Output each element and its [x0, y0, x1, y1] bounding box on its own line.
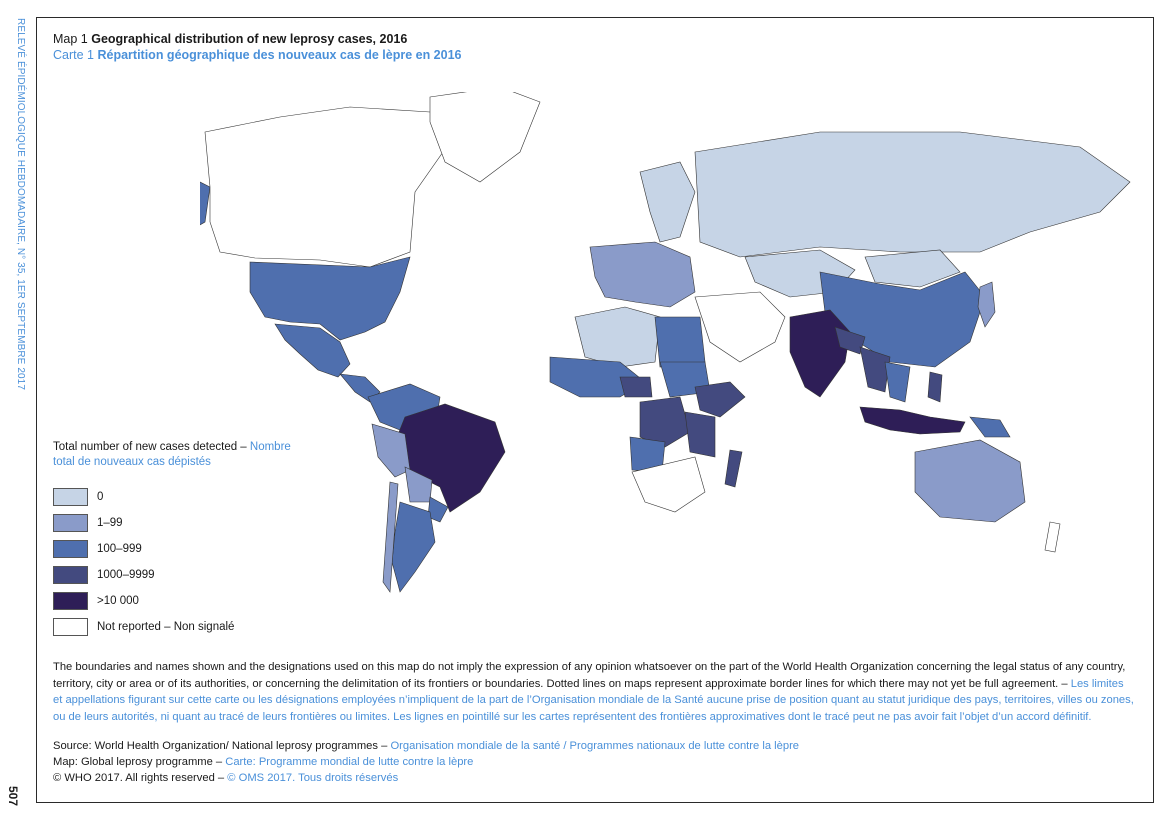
- running-head: RELEVÉ ÉPIDÉMIOLOGIQUE HEBDOMADAIRE, N° …: [15, 18, 26, 390]
- legend-item: 1000–9999: [53, 562, 313, 588]
- page-number: 507: [6, 786, 20, 807]
- legend-item: Not reported – Non signalé: [53, 614, 313, 640]
- legend-label: >10 000: [97, 595, 139, 607]
- map-label-fr: Carte 1: [53, 48, 94, 62]
- region-middle-east: [694, 291, 786, 363]
- region-dr-congo: [639, 396, 691, 448]
- region-madagascar: [724, 449, 743, 488]
- credit-source-fr: Organisation mondiale de la santé / Prog…: [390, 740, 800, 752]
- region-canada: [204, 106, 451, 268]
- credit-map-fr: Carte: Programme mondial de lutte contre…: [225, 756, 474, 768]
- credit-map-en: Map: Global leprosy programme –: [53, 756, 226, 768]
- region-japan: [977, 281, 996, 328]
- region-western-europe: [589, 241, 696, 308]
- legend-swatch: [53, 618, 88, 636]
- legend-item: 0: [53, 484, 313, 510]
- map-title-text-fr: Répartition géographique des nouveaux ca…: [97, 48, 462, 62]
- figure-frame: [36, 17, 1154, 803]
- region-mongolia: [864, 249, 961, 288]
- credit-copyright: © WHO 2017. All rights reserved – © OMS …: [53, 770, 799, 786]
- legend-swatch: [53, 566, 88, 584]
- region-russia: [694, 131, 1131, 258]
- region-algeria-north-africa: [574, 306, 661, 368]
- disclaimer-fr: Les limites et appellations figurant sur…: [53, 677, 1134, 723]
- region-scandinavia: [639, 161, 696, 243]
- map-legend: Total number of new cases detected – Nom…: [53, 440, 313, 640]
- legend-label: 0: [97, 491, 104, 503]
- credit-copyright-en: © WHO 2017. All rights reserved –: [53, 772, 228, 784]
- region-southern-africa: [631, 456, 706, 513]
- legend-label: 1–99: [97, 517, 123, 529]
- region-chile: [382, 481, 399, 593]
- legend-item: >10 000: [53, 588, 313, 614]
- legend-title-fr: Nombre total de nouveaux cas dépistés: [53, 441, 291, 468]
- legend-swatch: [53, 514, 88, 532]
- region-west-africa: [549, 356, 646, 398]
- region-alaska: [200, 181, 211, 226]
- credit-source-en: Source: World Health Organization/ Natio…: [53, 740, 391, 752]
- legend-swatch: [53, 488, 88, 506]
- region-australia: [914, 439, 1026, 523]
- map-title-text-en: Geographical distribution of new leprosy…: [91, 32, 408, 46]
- legend-item: 100–999: [53, 536, 313, 562]
- region-nigeria: [619, 376, 653, 398]
- legend-swatch: [53, 592, 88, 610]
- region-nepal-bangladesh: [834, 326, 866, 355]
- legend-swatch: [53, 540, 88, 558]
- credit-source: Source: World Health Organization/ Natio…: [53, 738, 799, 754]
- region-peru: [371, 423, 411, 478]
- region-greenland: [429, 92, 541, 183]
- region-new-zealand: [1044, 521, 1061, 553]
- credit-copyright-fr: © OMS 2017. Tous droits réservés: [227, 772, 399, 784]
- region-indonesia: [859, 406, 966, 435]
- legend-item: 1–99: [53, 510, 313, 536]
- region-argentina: [391, 501, 436, 593]
- credit-map: Map: Global leprosy programme – Carte: P…: [53, 754, 799, 770]
- region-southeast-asia: [884, 361, 911, 403]
- region-philippines: [927, 371, 943, 403]
- legend-title: Total number of new cases detected – Nom…: [53, 440, 313, 470]
- region-mexico: [274, 323, 351, 378]
- region-india: [789, 309, 851, 398]
- legend-label: 100–999: [97, 543, 142, 555]
- map-title-en: Map 1 Geographical distribution of new l…: [53, 32, 407, 46]
- legend-items: 0 1–99 100–999 1000–9999 >10 000 Not rep…: [53, 484, 313, 640]
- map-disclaimer: The boundaries and names shown and the d…: [53, 659, 1135, 725]
- region-tanzania-east: [684, 411, 716, 458]
- legend-label: 1000–9999: [97, 569, 155, 581]
- world-map: [200, 92, 1131, 593]
- disclaimer-en: The boundaries and names shown and the d…: [53, 661, 1126, 690]
- region-egypt-libya: [654, 316, 706, 368]
- legend-label: Not reported – Non signalé: [97, 621, 235, 633]
- region-papua-new-guinea: [969, 416, 1011, 438]
- region-united-states: [249, 256, 411, 341]
- map-title-fr: Carte 1 Répartition géographique des nou…: [53, 48, 462, 62]
- map-credits: Source: World Health Organization/ Natio…: [53, 738, 799, 786]
- region-paraguay: [427, 496, 449, 523]
- legend-title-en: Total number of new cases detected –: [53, 441, 250, 453]
- region-myanmar: [859, 346, 891, 393]
- map-label-en: Map 1: [53, 32, 88, 46]
- region-ethiopia: [694, 381, 746, 418]
